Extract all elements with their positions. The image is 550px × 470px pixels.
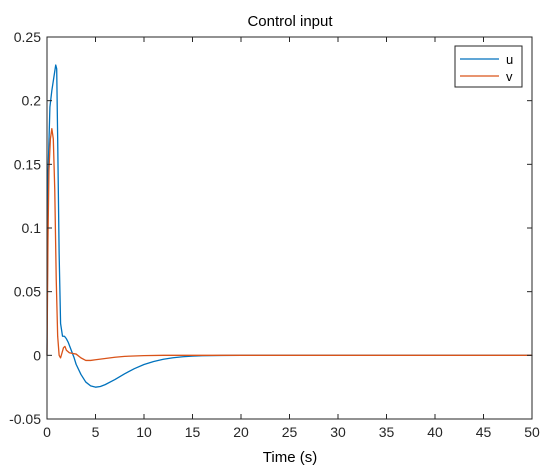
series-layer — [46, 64, 533, 388]
x-tick-label: 0 — [43, 424, 51, 440]
y-tick-label: -0.05 — [9, 411, 41, 427]
y-tick-label: 0.25 — [14, 29, 41, 45]
x-tick-label: 45 — [476, 424, 492, 440]
ticks-layer: 0 5 10 15 20 25 30 35 40 45 50-0.0500.050.10.150.2… — [9, 29, 540, 440]
legend: uv — [454, 45, 523, 88]
x-tick-label: 40 — [427, 424, 443, 440]
y-tick-label: 0.1 — [22, 220, 42, 236]
legend-label-v: v — [506, 69, 513, 84]
legend-items: uv — [460, 52, 513, 84]
chart-title: Control input — [247, 13, 333, 30]
x-tick-label: 5 — [92, 424, 100, 440]
series-line-v — [46, 128, 533, 362]
legend-box — [454, 45, 523, 88]
x-tick-label: 20 — [233, 424, 249, 440]
x-tick-label: 35 — [379, 424, 395, 440]
x-tick-label: 30 — [330, 424, 346, 440]
y-tick-label: 0 — [33, 347, 41, 363]
plot-area — [47, 37, 532, 419]
legend-label-u: u — [506, 52, 513, 67]
x-axis-label: Time (s) — [263, 449, 317, 466]
x-tick-label: 25 — [282, 424, 298, 440]
y-tick-label: 0.15 — [14, 156, 41, 172]
x-tick-label: 50 — [524, 424, 540, 440]
x-tick-label: 15 — [185, 424, 201, 440]
y-tick-label: 0.2 — [22, 93, 42, 109]
y-tick-label: 0.05 — [14, 284, 41, 300]
x-tick-label: 10 — [136, 424, 152, 440]
